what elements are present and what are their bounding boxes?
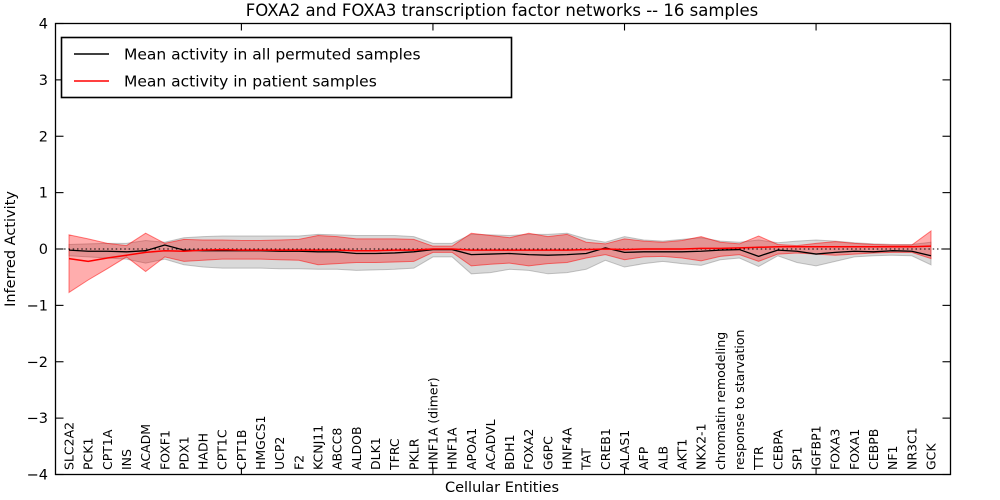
plot-frame — [54, 22, 952, 476]
x-category-label: DLK1 — [368, 437, 383, 470]
x-category-label: HMGCS1 — [253, 416, 268, 471]
x-category-label: TTR — [751, 446, 766, 471]
x-category-label: F2 — [291, 455, 306, 470]
y-tick-label: 0 — [39, 242, 48, 258]
x-category-label: AFP — [636, 446, 651, 470]
y-tick-label: 2 — [39, 129, 48, 145]
x-category-label: ACADVL — [483, 419, 498, 470]
x-category-label: ABCC8 — [330, 428, 345, 470]
y-tick-label: 1 — [39, 186, 48, 202]
x-category-label: GCK — [924, 443, 939, 470]
x-category-label: ALB — [655, 446, 670, 470]
x-category-label: APOA1 — [464, 428, 479, 470]
y-tick-label: −2 — [27, 355, 48, 371]
x-category-label: NR3C1 — [904, 427, 919, 470]
x-category-label: PKLR — [406, 438, 421, 470]
x-category-label: TAT — [579, 448, 594, 471]
x-category-label: NF1 — [885, 446, 900, 471]
x-category-label: CEBPA — [770, 429, 785, 470]
x-category-label: INS — [119, 449, 134, 470]
x-category-label: response to starvation — [732, 330, 747, 471]
y-tick-label: −1 — [27, 298, 48, 314]
y-tick-label: −3 — [27, 411, 48, 427]
x-category-label: G6PC — [540, 436, 555, 470]
x-category-label: HNF1A — [445, 427, 460, 470]
legend-label-permuted: Mean activity in all permuted samples — [124, 46, 421, 64]
y-tick-label: −4 — [27, 468, 48, 484]
x-category-label: SP1 — [789, 447, 804, 470]
x-axis-label: Cellular Entities — [445, 480, 559, 496]
x-category-label: HNF1A (dimer) — [425, 377, 440, 470]
x-category-label: BDH1 — [502, 434, 517, 470]
x-category-label: AKT1 — [674, 439, 689, 470]
x-category-label: IGFBP1 — [809, 425, 824, 470]
x-category-label: FOXF1 — [157, 430, 172, 470]
y-axis-label: Inferred Activity — [3, 191, 19, 307]
x-category-label: UCP2 — [272, 437, 287, 470]
x-category-label: NKX2-1 — [694, 423, 709, 470]
legend-label-patient: Mean activity in patient samples — [124, 73, 377, 91]
x-category-label: ACADM — [138, 424, 153, 470]
chart-title: FOXA2 and FOXA3 transcription factor net… — [246, 1, 758, 20]
x-category-label: HNF4A — [560, 427, 575, 470]
x-category-label: CPT1B — [234, 430, 249, 470]
x-category-label: SLC2A2 — [62, 422, 77, 470]
tick-layer: −4 −3 −2 −1 0 1 2 3 4 SLC2A2 PCK1 CPT1A INS ACADM FOXF… — [27, 17, 951, 484]
y-tick-label: 3 — [39, 73, 48, 89]
x-category-label: PCK1 — [81, 438, 96, 470]
x-category-label: FOXA1 — [847, 429, 862, 470]
legend: Mean activity in all permuted samples Me… — [60, 36, 513, 99]
x-category-label: KCNJ11 — [311, 425, 326, 470]
x-category-label: ALAS1 — [617, 430, 632, 470]
x-category-label: PDX1 — [176, 436, 191, 470]
x-category-label: HADH — [196, 433, 211, 470]
patient-mean-line — [68, 245, 932, 263]
legend-box — [60, 36, 513, 99]
x-category-label: CPT1A — [100, 429, 115, 470]
x-category-label: CEBPB — [866, 429, 881, 470]
permuted-mean-line — [68, 244, 932, 257]
y-tick-label: 4 — [39, 17, 48, 33]
x-category-label: CREB1 — [598, 428, 613, 470]
x-category-label: CPT1C — [215, 429, 230, 470]
x-category-label: TFRC — [387, 438, 402, 471]
band-layer — [68, 229, 932, 294]
x-category-label: FOXA2 — [521, 429, 536, 470]
x-category-label: ALDOB — [349, 426, 364, 470]
x-category-label: FOXA3 — [828, 429, 843, 470]
series-layer — [55, 244, 951, 263]
x-category-label: chromatin remodeling — [713, 332, 728, 470]
patient-std-band — [68, 229, 932, 294]
